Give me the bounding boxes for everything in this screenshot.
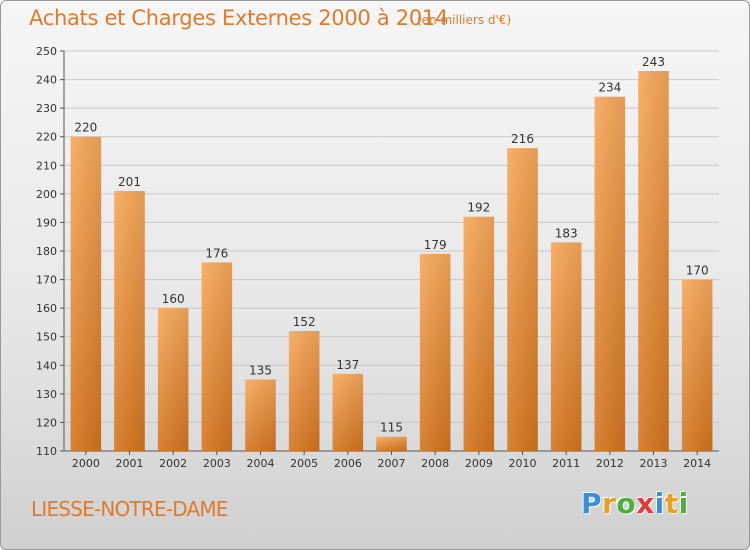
data-label: 220 [74, 121, 97, 135]
x-tick-label: 2010 [509, 457, 537, 470]
bar-shade [245, 379, 276, 451]
x-tick-label: 2002 [159, 457, 187, 470]
x-tick-label: 2001 [116, 457, 144, 470]
data-label: 183 [555, 226, 578, 240]
y-tick-label: 160 [36, 302, 57, 315]
data-label: 135 [249, 364, 272, 378]
y-tick-label: 180 [36, 245, 57, 258]
x-tick-label: 2006 [334, 457, 362, 470]
logo-letter: t [664, 487, 679, 520]
bar-shade [157, 308, 189, 451]
logo-letter: o [616, 487, 637, 520]
y-tick-label: 200 [36, 188, 57, 201]
y-tick-label: 120 [36, 416, 57, 429]
y-tick-label: 110 [36, 445, 57, 458]
y-tick-label: 130 [36, 388, 57, 401]
bar-shade [70, 136, 102, 451]
x-tick-label: 2009 [465, 457, 493, 470]
x-tick-label: 2014 [683, 457, 711, 470]
data-label: 201 [118, 175, 141, 189]
bars [70, 71, 713, 451]
y-tick-label: 220 [36, 131, 57, 144]
y-tick-label: 190 [36, 216, 57, 229]
bar-shade [332, 373, 364, 451]
chart-unit: (en milliers d'€) [417, 13, 512, 27]
y-tick-label: 240 [36, 74, 57, 87]
logo-letter: P [581, 487, 603, 520]
x-tick-label: 2007 [378, 457, 406, 470]
bar-shade [638, 71, 669, 451]
bar-shade [463, 216, 495, 451]
y-tick-label: 140 [36, 359, 57, 372]
x-tick-label: 2003 [203, 457, 231, 470]
data-label: 115 [380, 421, 403, 435]
bar-shade [681, 279, 713, 451]
data-label: 176 [205, 246, 228, 260]
y-tick-label: 250 [36, 45, 57, 58]
bar-shade [507, 148, 538, 451]
y-tick-label: 210 [36, 159, 57, 172]
bar-shade [594, 96, 626, 451]
logo-letter: x [636, 487, 655, 520]
y-tick-label: 170 [36, 274, 57, 287]
x-tick-label: 2005 [290, 457, 318, 470]
data-label: 170 [686, 264, 709, 278]
data-label: 243 [642, 55, 665, 69]
data-label: 234 [598, 81, 621, 95]
data-label: 152 [293, 315, 316, 329]
data-label: 192 [467, 201, 490, 215]
commune-name: LIESSE-NOTRE-DAME [31, 497, 228, 521]
x-tick-label: 2013 [640, 457, 668, 470]
data-label: 179 [424, 238, 447, 252]
x-tick-label: 2000 [72, 457, 100, 470]
x-tick-label: 2008 [421, 457, 449, 470]
x-tick-label: 2012 [596, 457, 624, 470]
x-tick-label: 2011 [552, 457, 580, 470]
bar-shade [288, 331, 320, 451]
y-tick-label: 230 [36, 102, 57, 115]
chart-title: Achats et Charges Externes 2000 à 2014 [29, 6, 449, 30]
data-label: 216 [511, 132, 534, 146]
x-tick-label: 2004 [247, 457, 275, 470]
bar-shade [550, 242, 582, 451]
logo-letter: i [654, 487, 665, 520]
bar-shade [201, 262, 233, 451]
bar-shade [419, 253, 451, 451]
data-label: 137 [336, 358, 359, 372]
logo-letter: i [678, 487, 689, 520]
y-tick-label: 150 [36, 331, 57, 344]
logo-letter: r [602, 487, 617, 520]
data-labels: 220 201 160 176 135 152 137 115 179 192 216 183 234 2… [74, 55, 708, 435]
data-label: 160 [162, 292, 185, 306]
proxiti-logo[interactable]: Proxiti [581, 487, 689, 520]
bar-shade [114, 191, 145, 451]
bar-shade [376, 436, 407, 451]
